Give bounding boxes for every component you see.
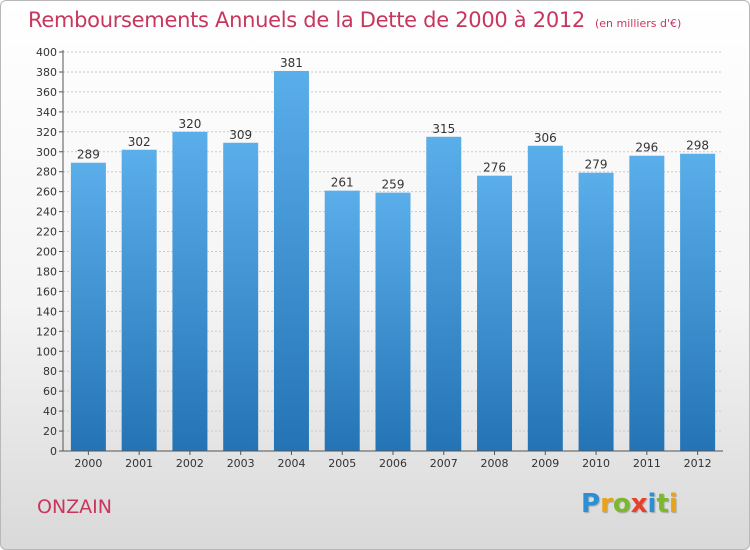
y-tick-label: 180 xyxy=(36,265,57,278)
y-tick-label: 240 xyxy=(36,206,57,219)
y-tick-label: 60 xyxy=(43,385,57,398)
bar-value-label: 315 xyxy=(432,122,455,136)
y-tick-label: 380 xyxy=(36,66,57,79)
logo-letter: i xyxy=(668,489,678,519)
x-tick-label: 2003 xyxy=(227,457,255,470)
bar-value-label: 261 xyxy=(331,176,354,190)
chart-title-text: Remboursements Annuels de la Dette de 20… xyxy=(28,8,585,32)
y-tick-label: 260 xyxy=(36,186,57,199)
x-tick-label: 2008 xyxy=(481,457,509,470)
x-tick-label: 2012 xyxy=(684,457,712,470)
y-tick-label: 300 xyxy=(36,146,57,159)
x-tick-label: 2000 xyxy=(74,457,102,470)
y-tick-label: 100 xyxy=(36,345,57,358)
bars: 289 302 320 309 381 261 259 315 276 306 279 296 298 xyxy=(70,56,716,452)
bar-value-label: 279 xyxy=(585,158,608,172)
bar-2003 xyxy=(223,142,259,451)
bar-2004 xyxy=(273,70,309,451)
bar-value-label: 381 xyxy=(280,56,303,70)
axes: 0 20 40 60 80 100 120 140 160 180 200 220 240 260 280 3… xyxy=(36,46,723,470)
bar-value-label: 276 xyxy=(483,161,506,175)
commune-name: ONZAIN xyxy=(37,496,112,518)
bar-value-label: 309 xyxy=(229,128,252,142)
bar-value-label: 296 xyxy=(635,141,658,155)
bar-2010 xyxy=(578,172,614,451)
chart-title: Remboursements Annuels de la Dette de 20… xyxy=(28,8,681,32)
x-tick-label: 2007 xyxy=(430,457,458,470)
bar-value-label: 289 xyxy=(77,148,100,162)
y-tick-label: 0 xyxy=(50,445,57,458)
bar-2012 xyxy=(680,153,716,451)
bar-2007 xyxy=(426,136,462,451)
bar-value-label: 302 xyxy=(128,135,151,149)
x-tick-label: 2001 xyxy=(125,457,153,470)
bar-value-label: 298 xyxy=(686,139,709,153)
bar-2011 xyxy=(629,155,665,452)
x-tick-label: 2009 xyxy=(531,457,559,470)
logo-letter: i xyxy=(647,489,657,519)
x-tick-label: 2004 xyxy=(277,457,305,470)
y-tick-label: 360 xyxy=(36,86,57,99)
y-tick-label: 220 xyxy=(36,226,57,239)
x-tick-label: 2011 xyxy=(633,457,661,470)
bar-2000 xyxy=(70,162,106,451)
logo-letter: P xyxy=(581,489,601,519)
logo-letter: x xyxy=(630,489,648,519)
bar-2002 xyxy=(172,131,208,452)
bar-value-label: 306 xyxy=(534,131,557,145)
y-tick-label: 120 xyxy=(36,325,57,338)
bar-value-label: 259 xyxy=(382,178,405,192)
y-tick-label: 160 xyxy=(36,285,57,298)
y-tick-label: 400 xyxy=(36,46,57,59)
y-tick-label: 340 xyxy=(36,106,57,119)
bar-value-label: 320 xyxy=(178,117,201,131)
y-tick-label: 280 xyxy=(36,166,57,179)
bar-2006 xyxy=(375,192,411,451)
bar-2008 xyxy=(477,175,513,451)
bar-2009 xyxy=(527,145,563,451)
bar-2001 xyxy=(121,149,157,451)
logo-letter: o xyxy=(612,489,631,519)
x-tick-label: 2005 xyxy=(328,457,356,470)
logo-letter: r xyxy=(600,489,613,519)
proxiti-logo: Proxiti xyxy=(581,489,678,519)
y-tick-label: 200 xyxy=(36,246,57,259)
y-tick-label: 80 xyxy=(43,365,57,378)
y-tick-label: 140 xyxy=(36,305,57,318)
x-tick-label: 2002 xyxy=(176,457,204,470)
bar-2005 xyxy=(324,190,360,451)
y-tick-label: 320 xyxy=(36,126,57,139)
chart-subtitle: (en milliers d'€) xyxy=(595,17,682,30)
logo-letter: t xyxy=(656,489,669,519)
y-tick-label: 20 xyxy=(43,425,57,438)
x-tick-label: 2006 xyxy=(379,457,407,470)
x-tick-label: 2010 xyxy=(582,457,610,470)
y-tick-label: 40 xyxy=(43,405,57,418)
